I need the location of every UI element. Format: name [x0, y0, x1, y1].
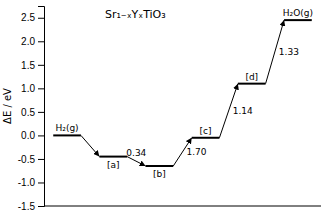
y-tick: 0.0	[21, 130, 44, 141]
y-tick: 1.0	[21, 83, 44, 94]
energy-level	[238, 83, 266, 85]
energy-level	[284, 19, 312, 21]
y-tick-label: -1.0	[18, 177, 36, 188]
energy-label: 0.34	[126, 148, 146, 158]
chart: -1.5 -1.0 -0.5 0.0 0.5 1.0 1.5 2.0 2.5 ΔE / eV H₂(…	[0, 0, 329, 214]
y-tick-mark	[38, 182, 44, 183]
y-tick: 0.5	[21, 107, 44, 118]
y-tick-mark	[38, 18, 44, 19]
y-tick-mark	[38, 88, 44, 89]
y-tick-mark	[38, 65, 44, 66]
y-tick: 2.5	[21, 12, 44, 23]
level-label: [d]	[245, 72, 258, 82]
energy-level	[53, 134, 81, 136]
y-tick-mark	[38, 41, 44, 42]
plot: -1.5 -1.0 -0.5 0.0 0.5 1.0 1.5 2.0 2.5 ΔE / eV H₂(…	[2, 7, 321, 212]
level-label: H₂O(g)	[283, 8, 313, 18]
y-tick-label: 2.0	[21, 36, 35, 47]
y-tick: -0.5	[18, 154, 44, 165]
energy-label: 1.70	[187, 147, 207, 157]
level-label: [b]	[153, 169, 166, 179]
energy-level	[99, 156, 127, 158]
y-tick-mark	[38, 159, 44, 160]
y-tick: -1.0	[18, 177, 44, 188]
labels: H₂(g) [a] [b] [c] [d] H₂O(g) 0.34 1.70 1.14 1.33 S…	[56, 8, 313, 179]
title: Sr₁₋ₓYₓTiO₃	[105, 8, 166, 21]
y-tick-label: -0.5	[18, 154, 36, 165]
energy-label: 1.33	[279, 47, 299, 57]
y-tick-label: 0.5	[21, 107, 35, 118]
energy-level	[192, 137, 220, 139]
y-tick: 2.0	[21, 36, 44, 47]
y-axis-line	[38, 7, 45, 207]
y-tick: 1.5	[21, 60, 44, 71]
y-tick: -1.5	[18, 201, 44, 212]
y-tick-label: -1.5	[18, 201, 36, 212]
y-tick-label: 1.5	[21, 60, 35, 71]
marks	[53, 20, 312, 166]
y-axis-title: ΔE / eV	[2, 88, 13, 124]
y-tick-label: 0.0	[21, 130, 35, 141]
y-tick-mark	[38, 206, 44, 207]
y-tick-mark	[38, 135, 44, 136]
x-axis-line	[44, 206, 321, 207]
y-tick-label: 1.0	[21, 83, 35, 94]
y-tick-mark	[38, 112, 44, 113]
level-label: [c]	[200, 126, 212, 136]
y-axis: -1.5 -1.0 -0.5 0.0 0.5 1.0 1.5 2.0 2.5	[18, 7, 45, 212]
level-label: [a]	[107, 160, 120, 170]
energy-level	[146, 165, 174, 167]
energy-label: 1.14	[233, 106, 253, 116]
level-label: H₂(g)	[56, 123, 79, 133]
transition-arrow	[81, 135, 99, 156]
y-tick-label: 2.5	[21, 12, 35, 23]
